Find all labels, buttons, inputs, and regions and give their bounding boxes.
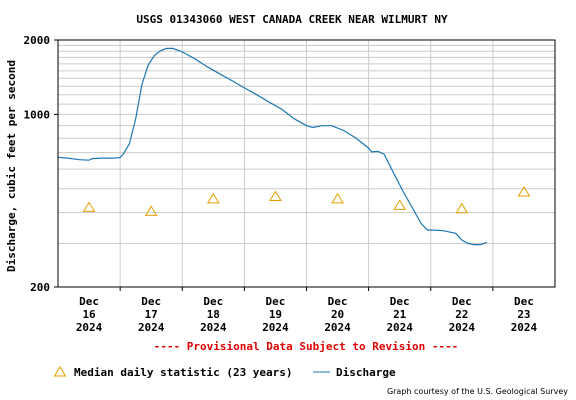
- x-tick-label: Dec: [328, 295, 348, 308]
- x-tick-label: 22: [455, 308, 468, 321]
- x-tick-label: Dec: [141, 295, 161, 308]
- grid-layer: [58, 39, 555, 287]
- x-tick-layer: Dec162024Dec172024Dec182024Dec192024Dec2…: [76, 287, 538, 334]
- x-tick-label: 20: [331, 308, 344, 321]
- x-tick-label: 2024: [262, 321, 289, 334]
- x-tick-label: 2024: [511, 321, 538, 334]
- median-marker: [82, 201, 96, 212]
- legend-discharge-label: Discharge: [336, 366, 396, 379]
- median-marker: [206, 192, 220, 204]
- x-tick-label: 18: [207, 308, 220, 321]
- x-tick-label: 2024: [200, 321, 227, 334]
- median-marker: [517, 186, 531, 197]
- median-marker: [331, 192, 344, 204]
- x-tick-label: Dec: [79, 295, 99, 308]
- x-tick-label: 2024: [138, 321, 165, 334]
- y-tick-layer: 200 1000 2000: [24, 34, 58, 294]
- x-tick-label: Dec: [452, 295, 472, 308]
- legend: Median daily statistic (23 years) Discha…: [53, 366, 396, 379]
- median-marker: [269, 190, 282, 201]
- legend-median-marker: [53, 366, 67, 377]
- y-tick-label: 2000: [24, 34, 51, 47]
- x-tick-label: 16: [82, 308, 96, 321]
- x-tick-label: 2024: [449, 321, 476, 334]
- credit-text: Graph courtesy of the U.S. Geological Su…: [387, 387, 568, 396]
- chart-title: USGS 01343060 WEST CANADA CREEK NEAR WIL…: [136, 13, 448, 26]
- x-tick-label: Dec: [266, 295, 286, 308]
- median-marker: [455, 202, 469, 214]
- y-tick-label: 1000: [24, 108, 51, 121]
- x-tick-label: 17: [145, 308, 158, 321]
- provisional-note: ---- Provisional Data Subject to Revisio…: [154, 340, 459, 353]
- legend-median-label: Median daily statistic (23 years): [74, 366, 293, 379]
- x-tick-label: 2024: [386, 321, 413, 334]
- y-axis-label: Discharge, cubic feet per second: [5, 60, 18, 272]
- discharge-line: [57, 47, 487, 246]
- x-tick-label: 23: [517, 308, 530, 321]
- y-tick-label: 200: [30, 281, 50, 294]
- median-marker: [144, 205, 158, 216]
- x-tick-label: 2024: [324, 321, 351, 334]
- series-layer: [57, 47, 531, 246]
- x-tick-label: 19: [269, 308, 282, 321]
- x-tick-label: 2024: [76, 321, 103, 334]
- x-tick-label: Dec: [514, 295, 534, 308]
- median-marker: [393, 199, 407, 210]
- x-tick-label: Dec: [203, 295, 223, 308]
- x-tick-label: 21: [393, 308, 407, 321]
- x-tick-label: Dec: [390, 295, 410, 308]
